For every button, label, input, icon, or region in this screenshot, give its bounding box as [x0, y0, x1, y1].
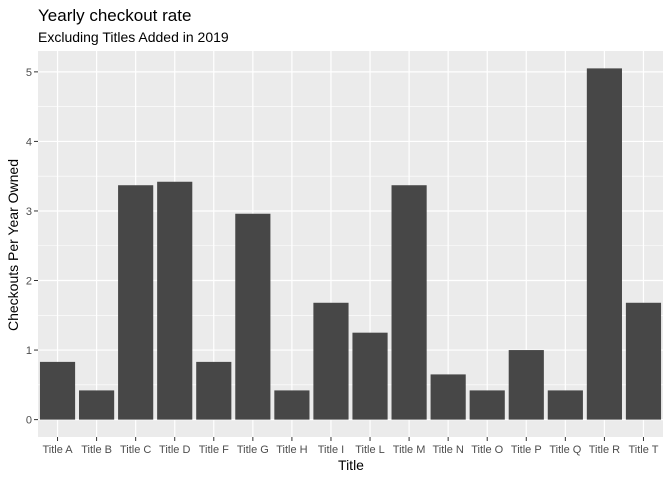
x-tick-label: Title F	[199, 444, 229, 456]
bar	[352, 332, 388, 420]
y-axis: 0 1 2 3 4 5	[26, 67, 38, 427]
x-tick-label: Title B	[81, 444, 112, 456]
bar	[274, 390, 310, 420]
y-tick-label: 5	[26, 67, 32, 79]
bar	[430, 374, 466, 420]
x-tick-label: Title T	[628, 444, 658, 456]
x-tick-label: Title I	[318, 444, 345, 456]
bar	[235, 213, 271, 420]
y-tick-label: 0	[26, 415, 32, 427]
bar	[157, 181, 193, 420]
bars	[39, 68, 662, 420]
chart-title: Yearly checkout rate	[38, 6, 191, 25]
y-tick-label: 3	[26, 206, 32, 218]
y-tick-label: 4	[26, 136, 32, 148]
x-tick-label: Title H	[276, 444, 307, 456]
bar	[625, 302, 662, 420]
y-axis-title: Checkouts Per Year Owned	[5, 159, 21, 331]
bar	[196, 361, 232, 420]
x-tick-label: Title L	[355, 444, 385, 456]
x-tick-label: Title A	[42, 444, 73, 456]
y-tick-label: 2	[26, 276, 32, 288]
bar	[508, 350, 544, 420]
x-axis-title: Title	[338, 457, 364, 473]
x-tick-label: Title R	[589, 444, 620, 456]
bar	[39, 361, 76, 420]
x-tick-label: Title M	[393, 444, 426, 456]
x-tick-label: Title Q	[549, 444, 581, 456]
bar	[547, 390, 583, 420]
chart-subtitle: Excluding Titles Added in 2019	[38, 29, 229, 45]
bar	[586, 68, 622, 420]
x-tick-label: Title C	[120, 444, 151, 456]
x-tick-label: Title P	[511, 444, 542, 456]
bar	[79, 390, 115, 420]
x-tick-label: Title D	[159, 444, 190, 456]
bar	[118, 185, 154, 420]
x-tick-label: Title N	[432, 444, 463, 456]
y-tick-label: 1	[26, 345, 32, 357]
x-axis: Title A Title B Title C Title D Title F Title…	[42, 437, 659, 456]
x-tick-label: Title G	[237, 444, 269, 456]
bar	[391, 185, 427, 420]
bar	[469, 390, 505, 420]
bar	[313, 302, 349, 420]
x-tick-label: Title O	[471, 444, 503, 456]
